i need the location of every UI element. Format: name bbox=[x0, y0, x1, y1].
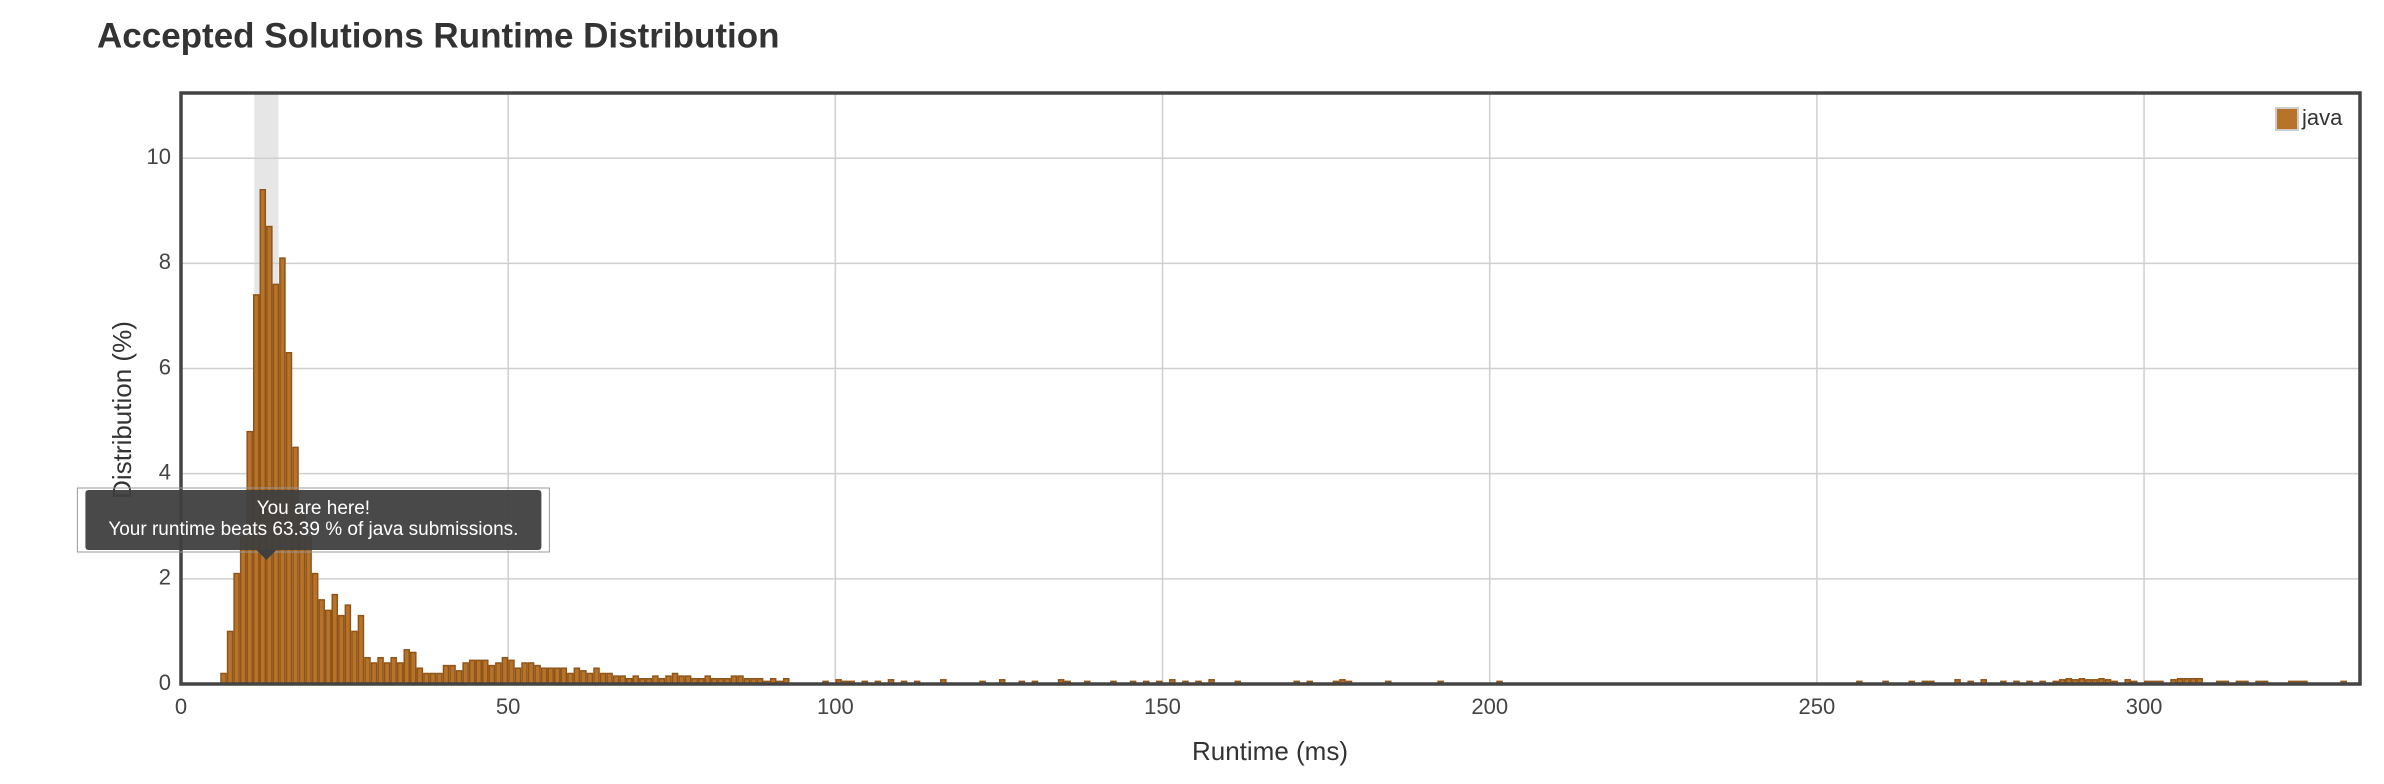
bar bbox=[383, 662, 391, 685]
bar bbox=[331, 593, 339, 685]
bar bbox=[573, 667, 581, 685]
bar bbox=[495, 662, 502, 685]
tooltip-arrow bbox=[256, 550, 277, 560]
bar bbox=[521, 662, 528, 685]
bar bbox=[403, 649, 411, 685]
bar bbox=[547, 667, 554, 685]
bar bbox=[226, 630, 234, 685]
y-tick-label: 0 bbox=[159, 670, 171, 695]
y-tick-label: 4 bbox=[159, 459, 171, 484]
x-tick-label: 300 bbox=[2126, 694, 2163, 719]
bar bbox=[396, 662, 404, 685]
bar bbox=[259, 188, 267, 685]
bar bbox=[410, 651, 417, 685]
bar bbox=[272, 283, 280, 685]
bar bbox=[266, 225, 273, 685]
bar bbox=[252, 294, 260, 685]
bar bbox=[482, 659, 489, 685]
bar bbox=[344, 604, 352, 685]
bar bbox=[338, 614, 345, 685]
bar bbox=[279, 257, 286, 685]
bar bbox=[324, 609, 332, 685]
bar bbox=[593, 667, 600, 685]
bar bbox=[468, 659, 476, 685]
x-tick-label: 50 bbox=[496, 694, 520, 719]
bar bbox=[292, 446, 299, 685]
y-tick-label: 2 bbox=[159, 565, 171, 590]
bar bbox=[246, 430, 253, 685]
bar bbox=[390, 656, 397, 685]
bar bbox=[580, 670, 587, 685]
y-tick-label: 10 bbox=[147, 144, 171, 169]
x-tick-label: 100 bbox=[817, 694, 854, 719]
tooltip-text: Your runtime beats 63.39 % of java submi… bbox=[108, 519, 518, 540]
bar bbox=[488, 664, 496, 685]
bar bbox=[560, 667, 568, 685]
bar bbox=[233, 572, 240, 685]
chart-title: Accepted Solutions Runtime Distribution bbox=[97, 16, 780, 55]
x-tick-label: 250 bbox=[1799, 694, 1836, 719]
y-axis-label: Distribution (%) bbox=[107, 321, 137, 499]
tooltip: You are here!Your runtime beats 63.39 % … bbox=[76, 487, 550, 560]
y-tick-label: 8 bbox=[159, 249, 171, 274]
bar bbox=[449, 664, 456, 685]
bar bbox=[305, 536, 312, 685]
bar bbox=[239, 536, 247, 685]
x-tick-label: 0 bbox=[175, 694, 187, 719]
plot-border bbox=[179, 91, 2362, 686]
legend-label: java bbox=[2301, 105, 2343, 130]
y-tick-label: 6 bbox=[159, 354, 171, 379]
bar bbox=[508, 659, 515, 685]
bar bbox=[540, 667, 548, 685]
bar bbox=[318, 599, 325, 685]
bar bbox=[514, 667, 522, 685]
bar bbox=[501, 656, 509, 685]
tooltip-box bbox=[85, 490, 542, 550]
x-tick-label: 150 bbox=[1144, 694, 1181, 719]
bar bbox=[364, 656, 371, 685]
tooltip-outline bbox=[76, 487, 550, 553]
bar bbox=[553, 667, 561, 685]
bar bbox=[534, 664, 541, 685]
bar bbox=[351, 630, 358, 685]
bar bbox=[357, 614, 365, 685]
bar bbox=[527, 662, 535, 685]
tooltip-text: You are here! bbox=[257, 498, 370, 519]
x-axis-label: Runtime (ms) bbox=[1192, 736, 1348, 766]
x-tick-label: 200 bbox=[1471, 694, 1508, 719]
bar bbox=[475, 659, 483, 685]
bar bbox=[462, 662, 469, 685]
bar bbox=[442, 664, 450, 685]
bar bbox=[370, 662, 378, 685]
bar bbox=[455, 670, 463, 685]
bar bbox=[377, 656, 384, 685]
bar bbox=[416, 667, 424, 685]
legend-swatch bbox=[2275, 107, 2299, 131]
bar bbox=[311, 572, 319, 685]
